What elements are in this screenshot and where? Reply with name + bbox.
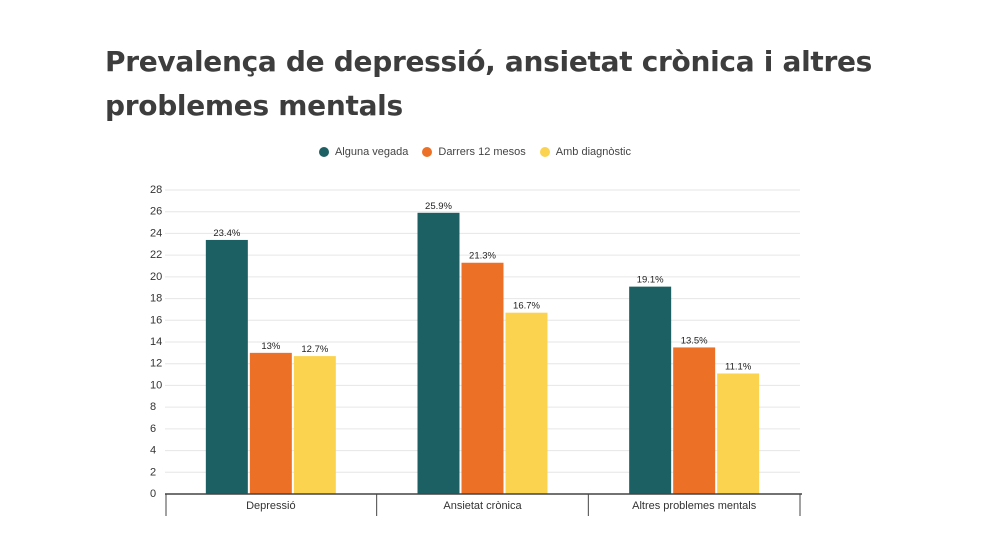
data-label-altres-problemes-mentals-darrers-12-mesos: 13.5% bbox=[681, 335, 708, 346]
legend-dot-darrers-12-mesos bbox=[422, 147, 433, 157]
x-tick-label-ansietat-cronica: Ansietat crònica bbox=[443, 500, 522, 512]
bar-ansietat-cronica-alguna-vegada bbox=[417, 212, 460, 495]
data-label-ansietat-cronica-amb-diagnostic: 16.7% bbox=[513, 301, 540, 312]
y-tick-label-24: 24 bbox=[150, 227, 162, 239]
legend-item-amb-diagnostic[interactable]: Amb diagnòstic bbox=[539, 146, 632, 158]
data-label-ansietat-cronica-darrers-12-mesos: 21.3% bbox=[469, 251, 496, 262]
y-tick-label-4: 4 bbox=[150, 445, 156, 457]
y-tick-label-16: 16 bbox=[150, 314, 162, 326]
data-label-altres-problemes-mentals-alguna-vegada: 19.1% bbox=[637, 275, 664, 286]
y-tick-label-18: 18 bbox=[150, 293, 162, 305]
x-tick-label-altres-problemes-mentals: Altres problemes mentals bbox=[632, 500, 757, 512]
y-tick-label-2: 2 bbox=[150, 466, 156, 478]
chart-title: Prevalença de depressió, ansietat crònic… bbox=[105, 45, 873, 122]
legend-label-alguna-vegada: Alguna vegada bbox=[334, 146, 409, 158]
y-tick-label-12: 12 bbox=[150, 358, 162, 370]
legend-item-alguna-vegada[interactable]: Alguna vegada bbox=[318, 146, 409, 158]
legend-dot-alguna-vegada bbox=[318, 147, 329, 157]
y-tick-label-14: 14 bbox=[150, 336, 162, 348]
y-tick-label-6: 6 bbox=[150, 423, 156, 435]
y-tick-label-26: 26 bbox=[150, 206, 162, 218]
y-tick-label-8: 8 bbox=[150, 401, 156, 413]
bar-altres-problemes-mentals-alguna-vegada bbox=[629, 286, 672, 494]
bar-altres-problemes-mentals-amb-diagnostic bbox=[717, 373, 760, 494]
bar-depressio-amb-diagnostic bbox=[293, 356, 336, 494]
data-label-altres-problemes-mentals-amb-diagnostic: 11.1% bbox=[725, 361, 752, 372]
data-label-depressio-darrers-12-mesos: 13% bbox=[261, 341, 281, 352]
x-tick-label-depressio: Depressió bbox=[246, 500, 296, 512]
x-axis: Depressió Ansietat crònica Altres probleme… bbox=[165, 493, 802, 516]
bars: 23.4% 13% 12.7% 25.9% 21.3% 16.7% 19.1% 13.5% 11… bbox=[205, 201, 760, 495]
y-tick-label-28: 28 bbox=[150, 184, 162, 196]
data-label-depressio-amb-diagnostic: 12.7% bbox=[301, 344, 328, 355]
y-tick-label-22: 22 bbox=[150, 249, 162, 261]
legend: Alguna vegada Darrers 12 mesos Amb diagn… bbox=[0, 146, 950, 158]
bar-ansietat-cronica-amb-diagnostic bbox=[505, 312, 548, 494]
y-tick-label-10: 10 bbox=[150, 379, 162, 391]
bar-altres-problemes-mentals-darrers-12-mesos bbox=[673, 347, 716, 494]
legend-item-darrers-12-mesos[interactable]: Darrers 12 mesos bbox=[422, 146, 526, 158]
bar-depressio-darrers-12-mesos bbox=[249, 352, 292, 494]
legend-dot-amb-diagnostic bbox=[539, 147, 550, 157]
data-label-depressio-alguna-vegada: 23.4% bbox=[213, 228, 240, 239]
y-tick-label-20: 20 bbox=[150, 271, 162, 283]
legend-label-amb-diagnostic: Amb diagnòstic bbox=[555, 146, 632, 158]
y-tick-label-0: 0 bbox=[150, 488, 156, 500]
data-label-ansietat-cronica-alguna-vegada: 25.9% bbox=[425, 201, 452, 212]
bar-ansietat-cronica-darrers-12-mesos bbox=[461, 262, 504, 494]
bar-depressio-alguna-vegada bbox=[205, 239, 248, 494]
legend-label-darrers-12-mesos: Darrers 12 mesos bbox=[438, 146, 526, 158]
